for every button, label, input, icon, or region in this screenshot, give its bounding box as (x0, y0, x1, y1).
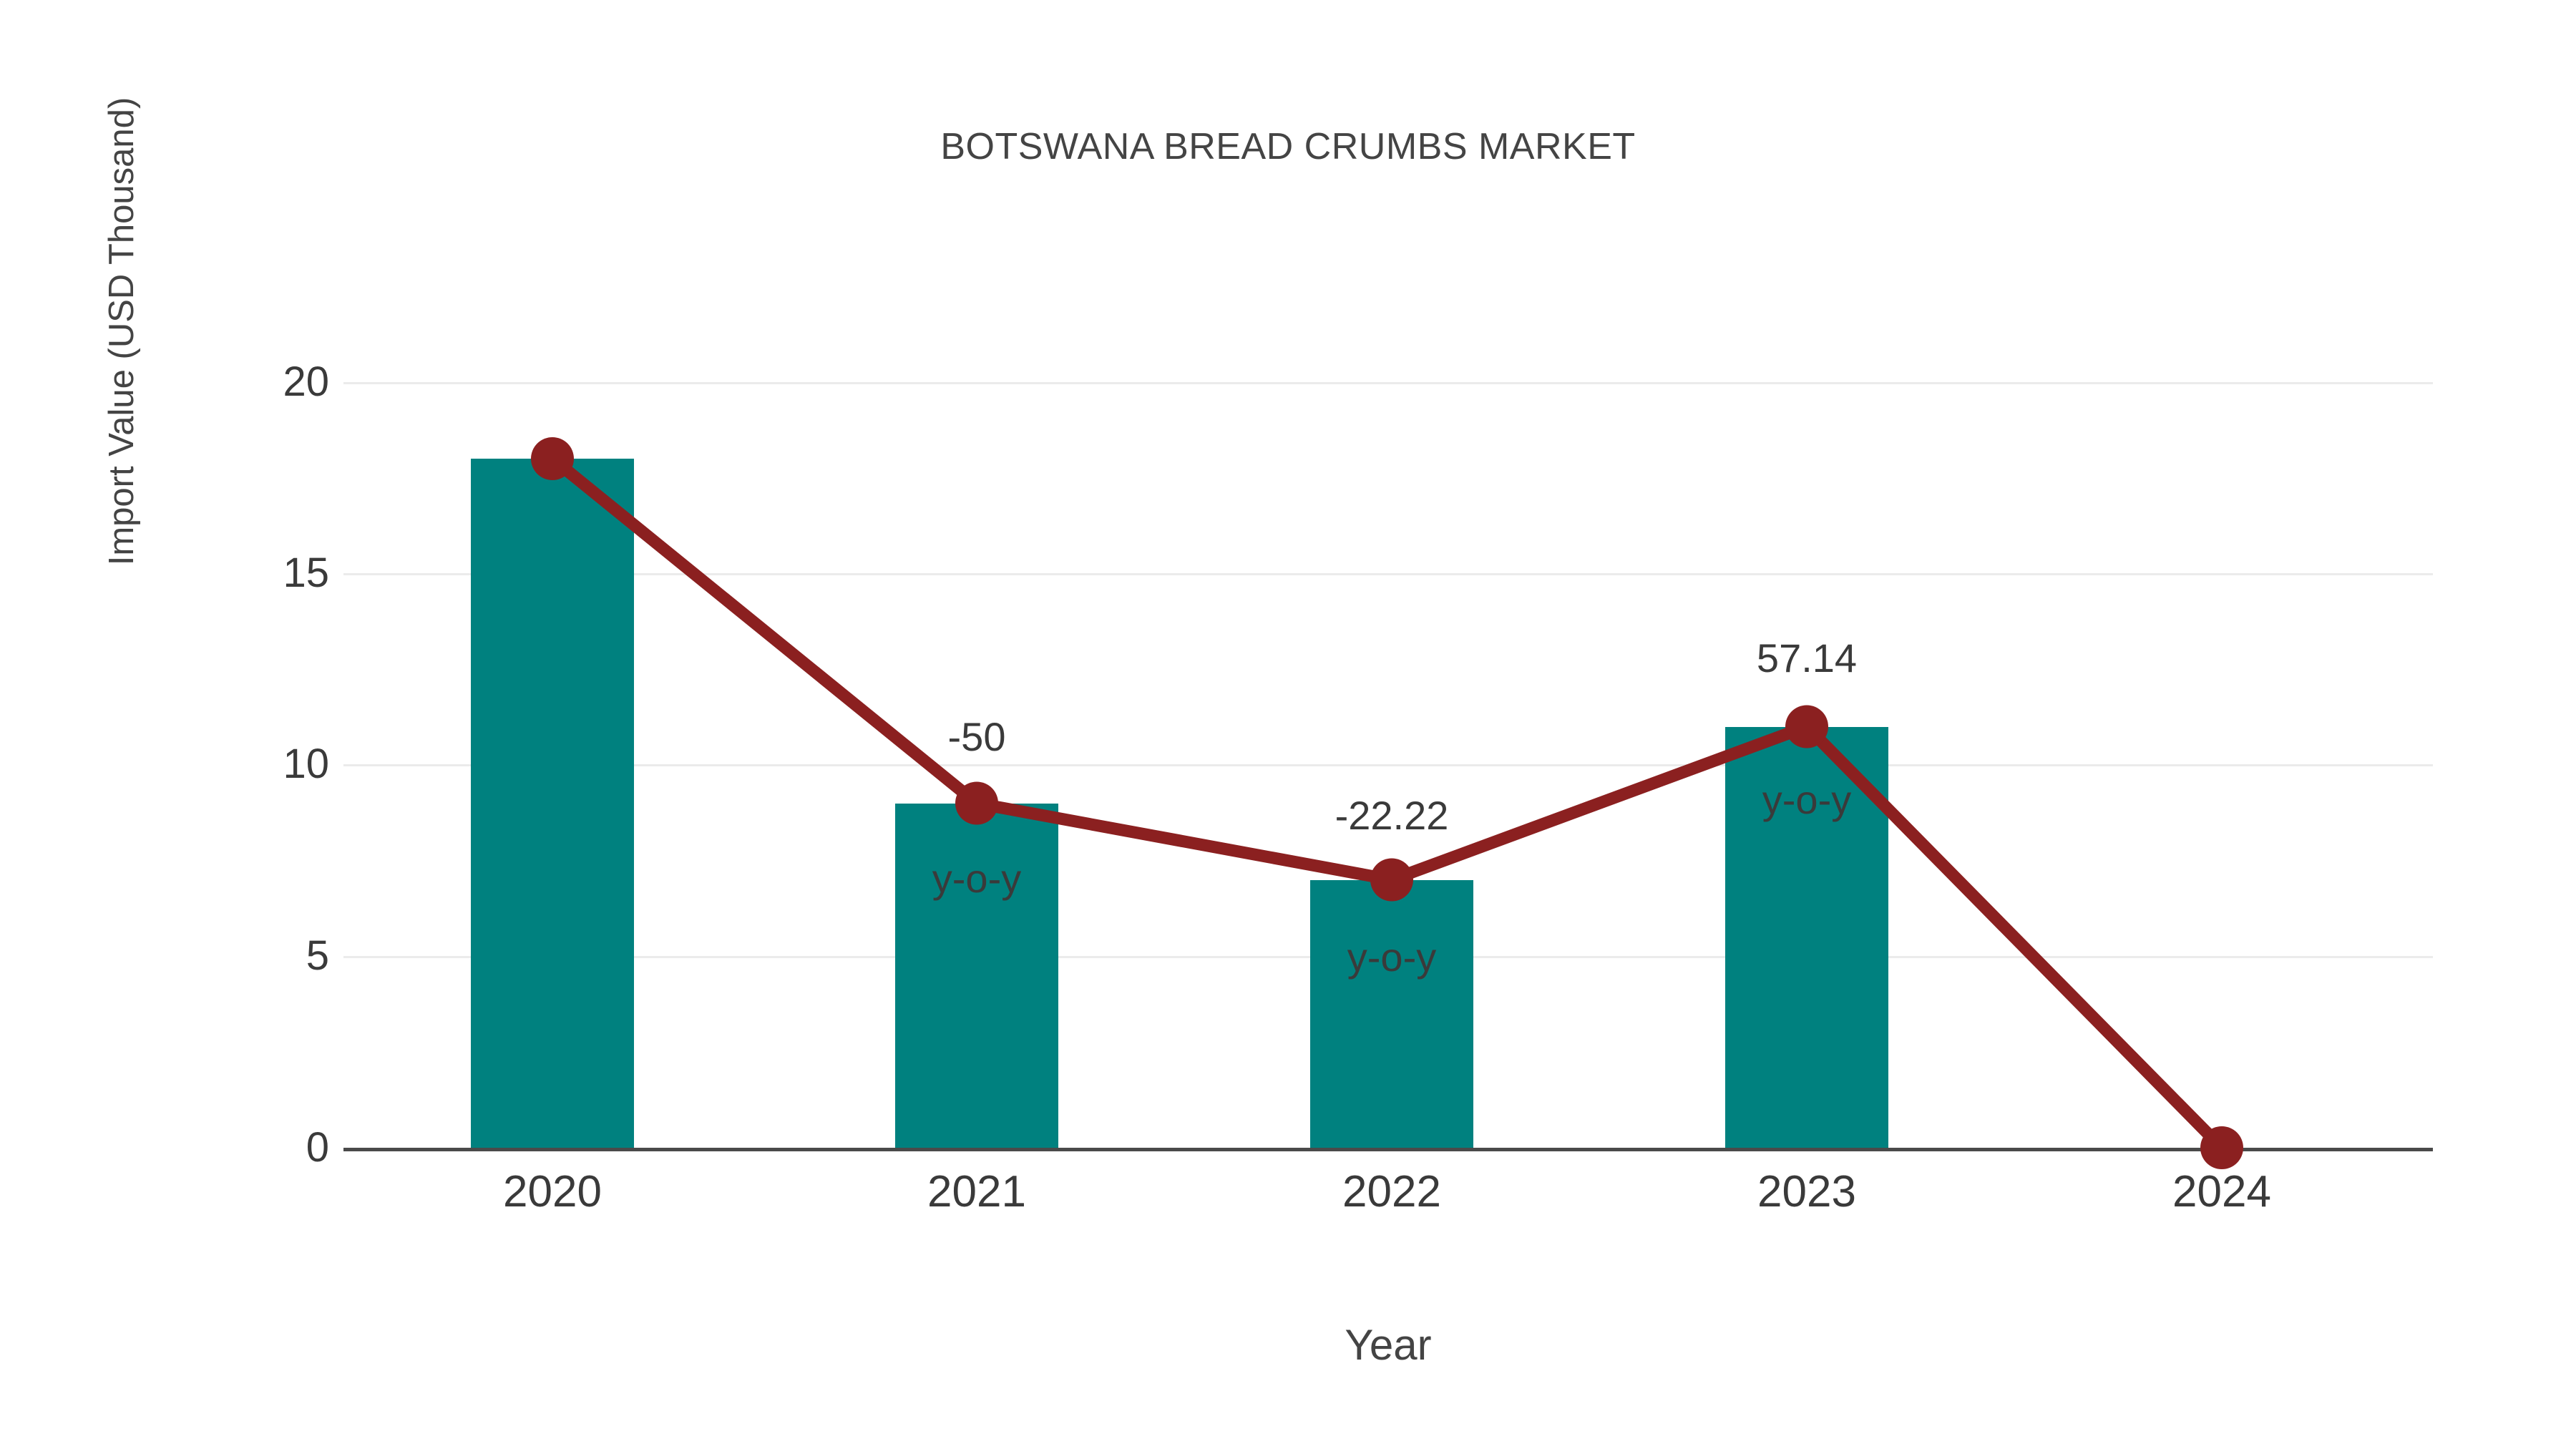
x-tick-label-2023: 2023 (1757, 1167, 1856, 1216)
y-tick-label-5: 5 (306, 932, 329, 979)
gridline-15 (343, 573, 2433, 575)
annotation-2023-unit: y-o-y (1762, 777, 1852, 823)
annotation-2022-value: -22.22 (1335, 793, 1449, 839)
gridline-20 (343, 382, 2433, 384)
bar-2020[interactable] (471, 459, 634, 1148)
x-tick-label-2020: 2020 (503, 1167, 602, 1216)
x-tick-label-2024: 2024 (2172, 1167, 2271, 1216)
annotation-2023-value: 57.14 (1756, 635, 1858, 681)
annotation-2023: 57.14 y-o-y (1757, 540, 1857, 919)
x-axis-title: Year (1345, 1321, 1432, 1369)
y-tick-label-0: 0 (306, 1124, 329, 1171)
x-tick-label-2021: 2021 (927, 1167, 1026, 1216)
y-tick-label-15: 15 (283, 550, 329, 596)
annotation-2021: -50 y-o-y (932, 619, 1021, 997)
annotation-2022-unit: y-o-y (1347, 935, 1437, 980)
annotation-2021-unit: y-o-y (932, 856, 1022, 902)
y-axis-title: Import Value (USD Thousand) (102, 97, 141, 566)
chart-title: BOTSWANA BREAD CRUMBS MARKET (940, 126, 1636, 167)
x-axis-line (343, 1148, 2433, 1151)
annotation-2022: -22.22 y-o-y (1335, 698, 1449, 1076)
y-tick-label-10: 10 (283, 741, 329, 787)
annotation-2021-value: -50 (947, 714, 1006, 760)
y-tick-label-20: 20 (283, 358, 329, 405)
x-tick-label-2022: 2022 (1342, 1167, 1441, 1216)
